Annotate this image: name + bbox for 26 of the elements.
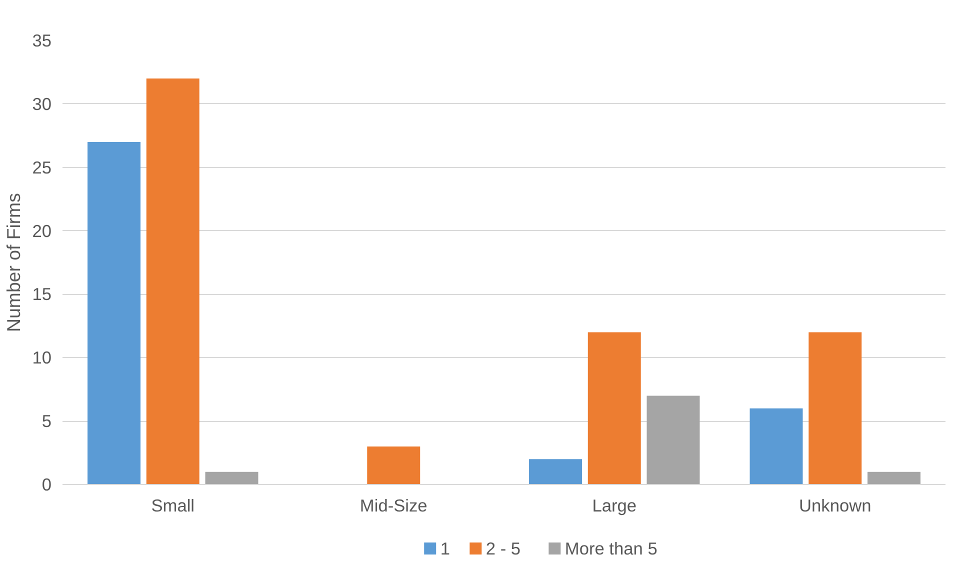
y-axis-title: Number of Firms	[3, 193, 24, 332]
x-tick-label: Large	[592, 496, 637, 516]
bar	[88, 142, 140, 484]
y-tick-label: 30	[32, 94, 52, 114]
y-tick-label: 15	[32, 284, 52, 304]
x-tick-label: Mid-Size	[360, 496, 428, 516]
legend-label: More than 5	[564, 538, 658, 558]
bar	[750, 408, 803, 484]
x-tick-label: Small	[151, 496, 195, 516]
y-tick-label: 20	[32, 220, 52, 241]
y-tick-label: 0	[42, 474, 52, 494]
y-tick-label: 5	[42, 411, 52, 432]
legend-label: 1	[440, 538, 450, 558]
y-tick-label: 10	[32, 348, 52, 368]
legend-label: 2 - 5	[486, 538, 521, 558]
bar	[367, 446, 420, 484]
bar	[646, 396, 700, 484]
y-tick-label: 25	[32, 157, 52, 178]
bar	[146, 78, 200, 484]
bar	[808, 332, 862, 484]
x-tick-label: Unknown	[799, 496, 872, 516]
bar	[529, 459, 582, 484]
bar	[588, 332, 641, 484]
bar	[868, 472, 920, 484]
y-tick-label: 35	[32, 30, 52, 50]
bar	[205, 472, 258, 484]
